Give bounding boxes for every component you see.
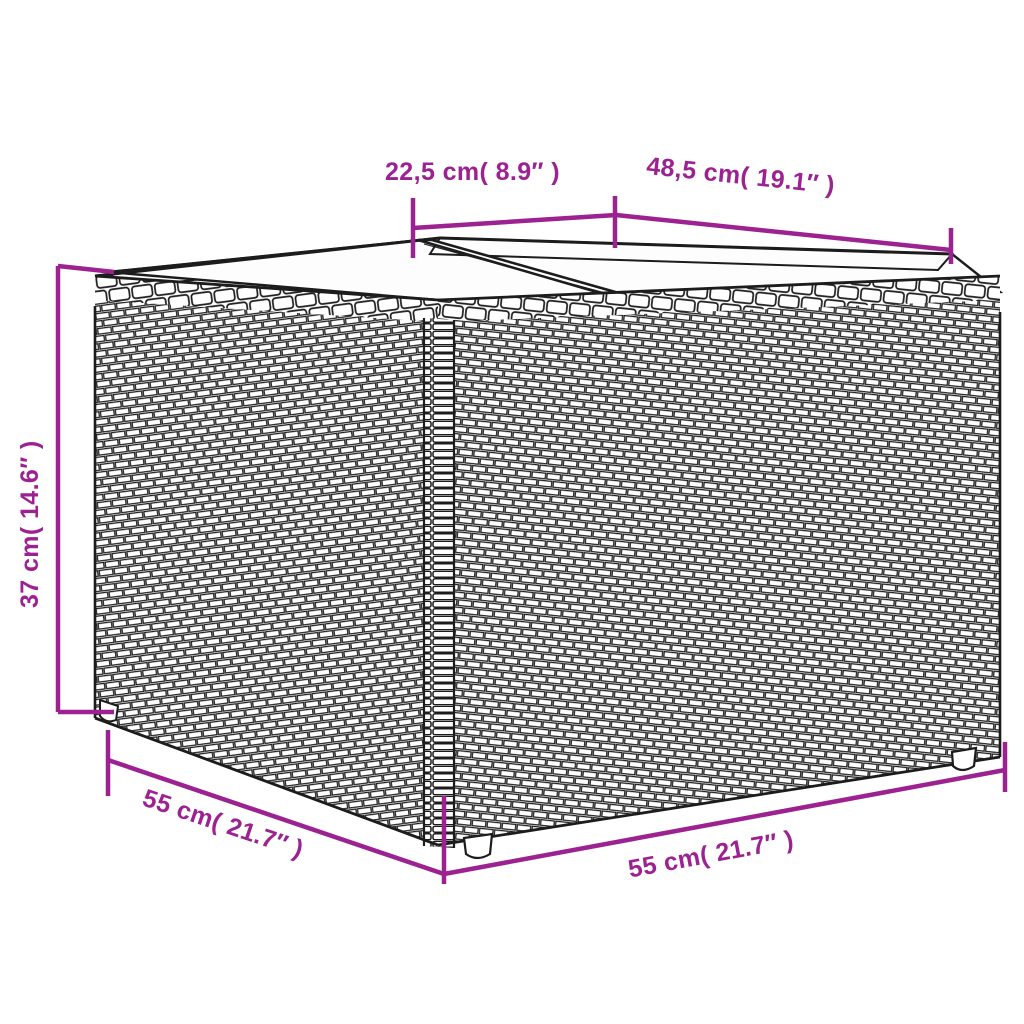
dim-line-top-right [615, 212, 952, 253]
rim-edge-back-right [439, 236, 953, 256]
foot-right [950, 746, 978, 772]
foot-front [462, 832, 494, 860]
edge-bottom-right [437, 755, 1001, 847]
rim-edge-back-left [94, 236, 441, 278]
dim-label-overall-height: 37 cm( 14.6″ ) [16, 440, 44, 608]
corner-post [424, 318, 454, 848]
table-illustration [93, 236, 1004, 860]
edge-bottom-left [94, 716, 439, 847]
tick-height-top [57, 263, 115, 275]
rim-top-outline [94, 274, 1001, 302]
panel-front-left [95, 300, 438, 845]
dim-line-width [443, 767, 1006, 877]
panel-front-right [438, 300, 1000, 845]
dim-label-glass-panel-left-width: 22,5 cm( 8.9″ ) [385, 158, 561, 186]
dim-line-depth [107, 757, 445, 877]
dim-line-top-left [412, 212, 617, 231]
dimension-lines [55, 196, 1008, 884]
